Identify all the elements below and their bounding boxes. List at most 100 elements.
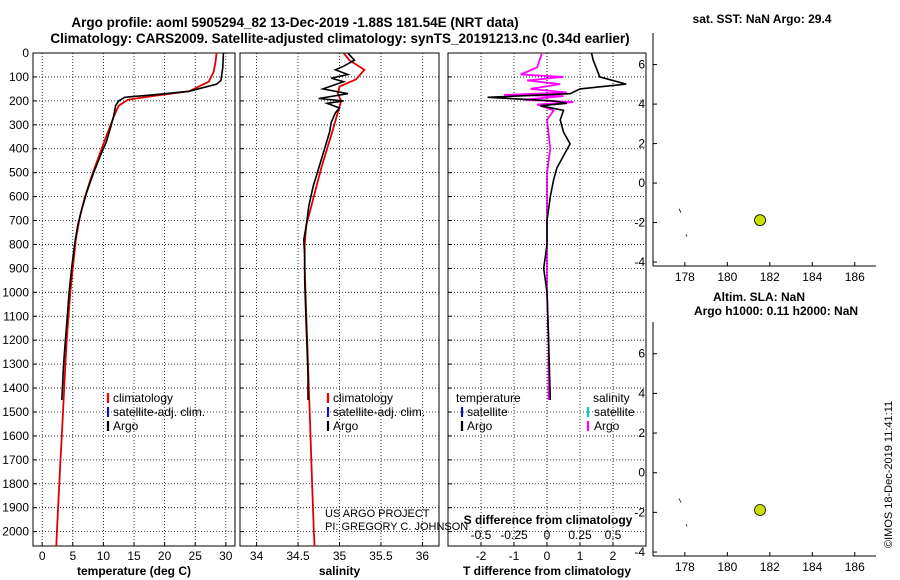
- sst-xtick-label: 186: [845, 270, 865, 284]
- temperature-legend-label: Argo: [113, 419, 139, 433]
- sla-ytick-label: -4: [634, 545, 645, 559]
- temperature-xtick-label: 10: [97, 549, 111, 563]
- difference-xtick-label: -2: [476, 549, 487, 563]
- sla-panel: 178 180 182 184 186 -4 -2 0 2 4 6 Altim. SLA: NaNAr…: [634, 290, 876, 574]
- difference-temp-legend-label: satellite: [467, 405, 508, 419]
- sla-xtick-label: 178: [675, 560, 695, 574]
- difference-top-xlabel: S difference from climatology: [464, 513, 633, 527]
- depth-tick-label: 700: [9, 214, 29, 228]
- salinity-legend-label: climatology: [333, 391, 393, 405]
- difference-sal-legend-label: Argo: [594, 419, 620, 433]
- sst-panel: 178 180 182 184 186 -4 -2 0 2 4 6 sat. SST: NaN Arg…: [634, 12, 876, 284]
- temperature-xtick-label: 5: [69, 549, 76, 563]
- sla-ytick-label: 0: [638, 466, 645, 480]
- sla-xtick-label: 182: [760, 560, 780, 574]
- difference-xlabel: T difference from climatology: [463, 564, 631, 578]
- sst-ytick-label: -2: [634, 216, 645, 230]
- depth-tick-label: 1000: [2, 285, 29, 299]
- sla-xtick-label: 180: [717, 560, 737, 574]
- sst-ytick-label: 4: [638, 97, 645, 111]
- depth-tick-label: 1900: [2, 501, 29, 515]
- temperature-legend-label: climatology: [113, 391, 173, 405]
- difference-xtick-label: 2: [610, 549, 617, 563]
- sla-ytick-label: 6: [638, 347, 645, 361]
- depth-tick-label: 1200: [2, 333, 29, 347]
- depth-tick-label: 0: [22, 46, 29, 60]
- sst-ytick-label: 6: [638, 58, 645, 72]
- temperature-legend-label: satellite-adj. clim.: [113, 405, 205, 419]
- temperature-xlabel: temperature (deg C): [77, 564, 191, 578]
- temperature-frame: [32, 52, 236, 547]
- temperature-xtick-label: 30: [219, 549, 233, 563]
- salinity-xtick-label: 35: [333, 549, 347, 563]
- sla-xtick-label: 186: [845, 560, 865, 574]
- depth-tick-label: 1300: [2, 357, 29, 371]
- salinity-xtick-label: 35.5: [369, 549, 393, 563]
- temperature-xtick-label: 0: [39, 549, 46, 563]
- sst-ytick-label: 0: [638, 176, 645, 190]
- salinity-frame: [239, 52, 440, 547]
- sla-ytick-label: 4: [638, 386, 645, 400]
- sla-xtick-label: 184: [802, 560, 822, 574]
- sla-ytick-label: -2: [634, 505, 645, 519]
- depth-tick-label: 500: [9, 166, 29, 180]
- sst-coastline: [678, 208, 688, 237]
- sst-xtick-label: 184: [802, 270, 822, 284]
- depth-tick-label: 2000: [2, 525, 29, 539]
- difference-top-tick-label: 0.25: [568, 528, 592, 542]
- sst-xtick-label: 180: [717, 270, 737, 284]
- sst-xtick-label: 178: [675, 270, 695, 284]
- depth-tick-label: 400: [9, 142, 29, 156]
- difference-top-tick-label: -0.25: [500, 528, 528, 542]
- sla-title-1: Argo h1000: 0.11 h2000: NaN: [694, 304, 858, 318]
- sla-argo-position-marker: [754, 504, 766, 516]
- sst-argo-position-marker: [754, 214, 766, 227]
- difference-temp-legend-label: temperature: [456, 391, 521, 405]
- salinity-panel: 34 34.5 35 35.5 36 salinity climatologysatelli…: [239, 52, 468, 578]
- salinity-series-climatology: [303, 53, 366, 546]
- imos-timestamp: ©IMOS 18-Dec-2019 11:41:11: [883, 401, 895, 548]
- salinity-xlabel: salinity: [319, 564, 361, 578]
- sst-xtick-label: 182: [760, 270, 780, 284]
- salinity-legend-label: satellite-adj. clim.: [333, 405, 425, 419]
- project-annotation: US ARGO PROJECT: [325, 508, 430, 520]
- depth-tick-label: 1100: [3, 309, 29, 323]
- depth-tick-label: 1600: [2, 429, 29, 443]
- depth-tick-label: 1800: [2, 477, 29, 491]
- salinity-xtick-label: 34: [250, 549, 264, 563]
- figure-title-line2: Climatology: CARS2009. Satellite-adjuste…: [50, 31, 629, 46]
- temperature-series-climatology: [55, 53, 218, 546]
- temperature-panel: 0 5 10 15 20 25 30 temperature (deg C) 0 100 200 30…: [2, 46, 236, 578]
- sla-coastline: [678, 498, 688, 527]
- temperature-xtick-label: 25: [189, 549, 203, 563]
- salinity-series-argo: [302, 53, 356, 400]
- difference-top-tick-label: -0.5: [471, 528, 492, 542]
- depth-tick-label: 200: [9, 94, 29, 108]
- depth-tick-label: 1700: [2, 453, 29, 467]
- difference-top-tick-label: 0: [544, 528, 551, 542]
- depth-tick-label: 100: [9, 70, 29, 84]
- difference-temp-legend-label: Argo: [467, 419, 493, 433]
- difference-top-tick-label: 0.5: [605, 528, 622, 542]
- difference-xtick-label: -1: [509, 549, 520, 563]
- depth-tick-label: 600: [9, 190, 29, 204]
- depth-tick-label: 300: [9, 118, 29, 132]
- difference-xtick-label: 0: [544, 549, 551, 563]
- difference-panel: -2 -1 0 1 2T difference from climatology-0.5…: [447, 52, 647, 578]
- salinity-xtick-label: 34.5: [286, 549, 310, 563]
- depth-tick-label: 900: [9, 261, 29, 275]
- salinity-legend-label: Argo: [333, 419, 359, 433]
- difference-sal-legend-label: salinity: [593, 391, 630, 405]
- depth-tick-label: 1500: [2, 405, 29, 419]
- pi-annotation: PI: GREGORY C. JOHNSON: [325, 521, 468, 533]
- depth-tick-label: 800: [9, 237, 29, 251]
- difference-sal-legend-label: satellite: [594, 405, 635, 419]
- sst-title-0: sat. SST: NaN Argo: 29.4: [693, 12, 832, 26]
- temperature-series-argo: [61, 53, 225, 401]
- depth-tick-label: 1400: [2, 381, 29, 395]
- difference-series-t-difference: [487, 53, 627, 401]
- temperature-xtick-label: 15: [127, 549, 141, 563]
- sst-ytick-label: -4: [634, 255, 645, 269]
- salinity-xtick-label: 36: [416, 549, 430, 563]
